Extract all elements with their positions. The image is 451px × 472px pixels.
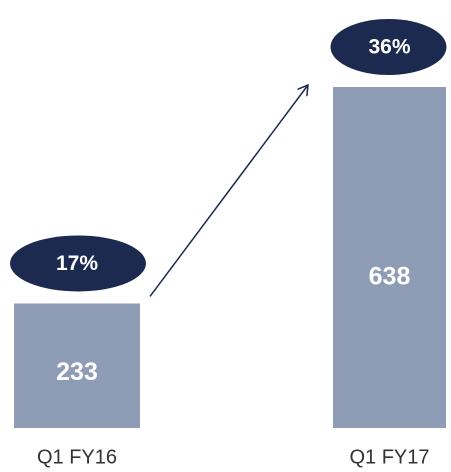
bar bbox=[333, 87, 446, 428]
x-tick-label: Q1 FY17 bbox=[349, 446, 429, 468]
x-tick-label: Q1 FY16 bbox=[37, 446, 117, 468]
value-label: 638 bbox=[369, 263, 411, 291]
annotation: 36% bbox=[368, 36, 410, 59]
growth-arrow bbox=[149, 85, 308, 297]
bar bbox=[14, 303, 140, 428]
annotation-badge bbox=[10, 235, 146, 292]
annotation: 17% bbox=[56, 252, 98, 275]
annotation-badge bbox=[330, 19, 447, 75]
value-label: 233 bbox=[56, 358, 98, 386]
